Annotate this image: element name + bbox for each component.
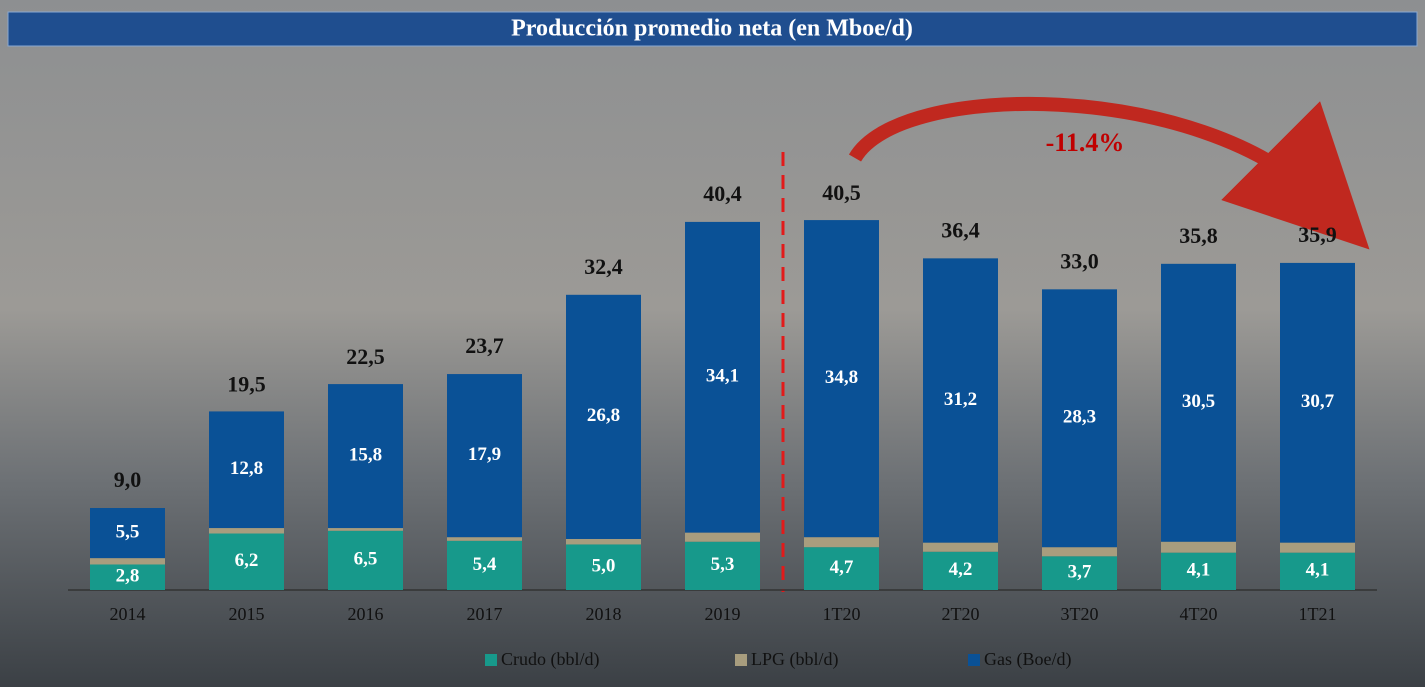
value-label: 12,8 xyxy=(230,458,263,479)
value-label: 4,1 xyxy=(1306,560,1330,581)
legend-swatch xyxy=(968,654,980,666)
value-label: 34,8 xyxy=(825,367,858,388)
legend-swatch xyxy=(735,654,747,666)
total-label: 35,9 xyxy=(1298,222,1337,247)
total-label: 32,4 xyxy=(584,254,623,279)
legend-label: LPG (bbl/d) xyxy=(751,649,839,670)
value-label: 34,1 xyxy=(706,366,739,387)
x-tick-label: 2T20 xyxy=(942,604,980,624)
x-tick-label: 3T20 xyxy=(1061,604,1099,624)
bar-segment xyxy=(566,539,641,544)
annotation: -11.4% xyxy=(1046,128,1125,157)
value-label: 28,3 xyxy=(1063,407,1096,428)
total-label: 33,0 xyxy=(1060,248,1099,273)
total-label: 22,5 xyxy=(346,344,385,369)
value-label: 5,5 xyxy=(116,521,140,542)
bar-segment xyxy=(209,528,284,533)
value-label: 4,1 xyxy=(1187,560,1211,581)
value-label: 15,8 xyxy=(349,444,382,465)
x-tick-label: 2014 xyxy=(110,604,146,624)
value-label: 4,7 xyxy=(830,557,854,578)
total-label: 36,4 xyxy=(941,217,980,242)
bar-segment xyxy=(1280,543,1355,553)
total-label: 40,4 xyxy=(703,181,742,206)
bar-segment xyxy=(447,537,522,541)
legend-label: Gas (Boe/d) xyxy=(984,649,1071,670)
legend-label: Crudo (bbl/d) xyxy=(501,649,600,670)
value-label: 30,7 xyxy=(1301,391,1335,412)
value-label: 31,2 xyxy=(944,389,977,410)
value-label: 17,9 xyxy=(468,444,501,465)
x-tick-label: 2018 xyxy=(586,604,622,624)
bar-segment xyxy=(328,528,403,531)
x-tick-label: 2016 xyxy=(348,604,384,624)
chart-title: Producción promedio neta (en Mboe/d) xyxy=(511,16,913,42)
total-label: 35,8 xyxy=(1179,223,1218,248)
bar-segment xyxy=(90,558,165,564)
legend-swatch xyxy=(485,654,497,666)
x-tick-label: 2015 xyxy=(229,604,265,624)
bar-segment xyxy=(1042,547,1117,556)
value-label: 30,5 xyxy=(1182,391,1215,412)
page: Producción promedio neta (en Mboe/d) -11… xyxy=(0,0,1425,687)
total-label: 40,5 xyxy=(822,180,861,205)
value-label: 4,2 xyxy=(949,559,973,580)
x-tick-label: 1T20 xyxy=(823,604,861,624)
chart: Producción promedio neta (en Mboe/d) -11… xyxy=(0,0,1425,687)
value-label: 6,2 xyxy=(235,550,259,571)
value-label: 5,3 xyxy=(711,554,735,575)
x-tick-label: 4T20 xyxy=(1180,604,1218,624)
x-tick-label: 2017 xyxy=(467,604,503,624)
x-tick-label: 2019 xyxy=(705,604,741,624)
bar-segment xyxy=(804,537,879,547)
value-label: 2,8 xyxy=(116,566,140,587)
total-label: 23,7 xyxy=(465,333,504,358)
bar-segment xyxy=(685,533,760,542)
total-label: 9,0 xyxy=(114,467,142,492)
total-label: 19,5 xyxy=(227,371,266,396)
value-label: 6,5 xyxy=(354,549,378,570)
value-label: 3,7 xyxy=(1068,562,1092,583)
value-label: 26,8 xyxy=(587,405,620,426)
value-label: 5,4 xyxy=(473,554,497,575)
bar-segment xyxy=(923,543,998,552)
bar-segment xyxy=(1161,542,1236,553)
x-tick-label: 1T21 xyxy=(1299,604,1337,624)
value-label: 5,0 xyxy=(592,556,616,577)
